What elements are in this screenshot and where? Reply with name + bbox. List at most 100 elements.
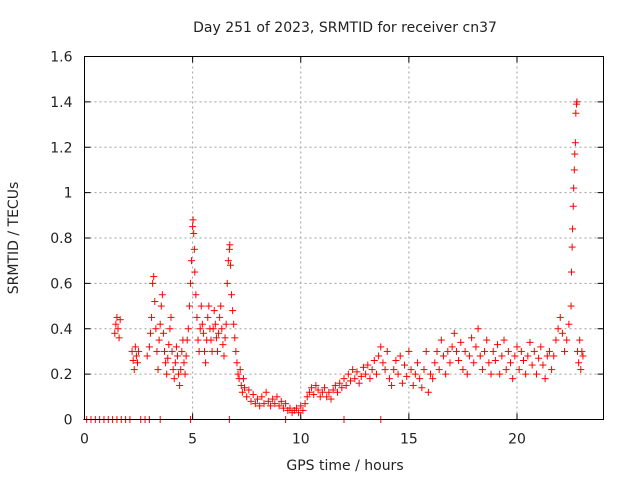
data-point — [377, 343, 385, 351]
data-point — [226, 241, 234, 249]
data-point — [329, 386, 337, 394]
data-point — [468, 334, 476, 342]
data-point — [264, 397, 272, 405]
data-point — [305, 388, 313, 396]
x-axis-label: GPS time / hours — [286, 458, 403, 474]
data-point — [186, 279, 194, 287]
data-point — [579, 352, 587, 360]
data-point — [448, 343, 456, 351]
data-point — [552, 336, 560, 344]
data-point — [165, 341, 173, 349]
data-point — [279, 404, 287, 412]
data-point — [190, 229, 198, 237]
plot-frame — [84, 56, 604, 420]
data-point — [424, 388, 432, 396]
data-point — [183, 336, 191, 344]
data-point — [411, 370, 419, 378]
data-point — [230, 320, 238, 328]
data-point — [472, 343, 480, 351]
data-point — [114, 325, 122, 333]
data-point — [219, 341, 227, 349]
data-point — [558, 329, 566, 337]
data-point — [577, 366, 585, 374]
data-point — [561, 347, 569, 355]
data-point — [576, 336, 584, 344]
data-point — [524, 352, 532, 360]
data-point — [164, 354, 172, 362]
data-point — [573, 98, 581, 106]
data-point — [286, 404, 294, 412]
data-point — [115, 334, 123, 342]
data-point — [414, 359, 422, 367]
data-point — [130, 366, 138, 374]
data-point — [201, 347, 209, 355]
data-point — [224, 257, 232, 265]
data-point — [431, 359, 439, 367]
data-point — [571, 150, 579, 158]
data-point — [188, 257, 196, 265]
data-point — [308, 384, 316, 392]
data-point — [323, 393, 331, 401]
data-point — [269, 395, 277, 403]
data-point — [184, 325, 192, 333]
x-tick-label: 15 — [400, 432, 418, 448]
data-point — [446, 359, 454, 367]
y-tick-label: 1 — [64, 186, 73, 202]
data-point — [146, 329, 154, 337]
data-point — [277, 397, 285, 405]
data-point — [133, 359, 141, 367]
data-point — [220, 352, 228, 360]
data-point — [515, 366, 523, 374]
data-point — [209, 325, 217, 333]
data-point — [327, 395, 335, 403]
data-point — [572, 109, 580, 117]
data-point — [198, 320, 206, 328]
data-point — [173, 352, 181, 360]
data-point — [271, 400, 279, 408]
data-point — [489, 347, 497, 355]
data-point — [218, 325, 226, 333]
data-point — [452, 347, 460, 355]
data-point — [258, 393, 266, 401]
data-point — [181, 370, 189, 378]
data-point — [364, 361, 372, 369]
data-point — [231, 334, 239, 342]
chart-title: Day 251 of 2023, SRMTID for receiver cn3… — [193, 20, 497, 36]
data-point — [541, 375, 549, 383]
data-point — [483, 336, 491, 344]
data-point — [171, 359, 179, 367]
data-point — [182, 352, 190, 360]
data-point — [247, 397, 255, 405]
data-point — [372, 370, 380, 378]
data-point — [340, 375, 348, 383]
y-tick-label: 0.2 — [50, 367, 72, 383]
data-point — [189, 223, 197, 231]
data-point — [167, 313, 175, 321]
data-point — [199, 329, 207, 337]
data-point — [159, 329, 167, 337]
data-point — [221, 334, 229, 342]
data-point — [502, 366, 510, 374]
data-point — [314, 386, 322, 394]
data-point — [461, 347, 469, 355]
data-point — [539, 361, 547, 369]
data-point — [470, 359, 478, 367]
data-point — [355, 379, 363, 387]
data-point — [222, 320, 230, 328]
data-point — [383, 347, 391, 355]
data-point — [517, 347, 525, 355]
data-point — [299, 406, 307, 414]
data-point — [513, 343, 521, 351]
data-point — [429, 375, 437, 383]
data-point — [535, 354, 543, 362]
data-point — [368, 366, 376, 374]
data-point — [556, 313, 564, 321]
data-point — [550, 352, 558, 360]
data-point — [168, 347, 176, 355]
data-point — [254, 395, 261, 403]
data-point — [262, 388, 270, 396]
data-point — [485, 359, 493, 367]
data-point — [554, 325, 562, 333]
data-point — [238, 388, 246, 396]
data-point — [545, 347, 553, 355]
